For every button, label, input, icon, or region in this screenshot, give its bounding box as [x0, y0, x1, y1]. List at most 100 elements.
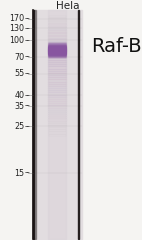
Bar: [48, 15, 66, 17]
Bar: [48, 82, 66, 84]
Bar: [48, 142, 66, 144]
Bar: [48, 54, 66, 55]
Bar: [48, 57, 66, 58]
Bar: [48, 56, 66, 57]
Bar: [48, 136, 66, 138]
Bar: [48, 112, 66, 114]
Bar: [48, 32, 66, 33]
Bar: [48, 118, 66, 120]
Bar: [48, 90, 66, 92]
Bar: [48, 46, 66, 47]
Text: 40: 40: [14, 91, 24, 100]
Bar: [48, 43, 66, 44]
Bar: [48, 51, 66, 52]
Bar: [48, 45, 66, 46]
Bar: [48, 36, 66, 38]
Bar: [48, 49, 66, 50]
Bar: [48, 114, 66, 116]
Bar: [48, 52, 66, 53]
Bar: [48, 44, 66, 45]
Bar: [48, 69, 66, 71]
Text: --: --: [25, 102, 31, 111]
Bar: [48, 86, 66, 88]
Bar: [78, 10, 79, 239]
Text: --: --: [25, 122, 31, 131]
Bar: [48, 123, 66, 125]
Text: 130: 130: [9, 24, 24, 33]
Bar: [34, 10, 82, 239]
Bar: [48, 131, 66, 133]
Bar: [48, 120, 66, 123]
Text: Hela: Hela: [56, 1, 79, 11]
Text: --: --: [25, 69, 31, 78]
Text: 35: 35: [14, 102, 24, 111]
Text: 55: 55: [14, 69, 24, 78]
Bar: [34, 10, 36, 239]
Bar: [48, 58, 66, 60]
Bar: [48, 26, 66, 27]
Bar: [48, 21, 66, 23]
Bar: [48, 42, 66, 43]
Bar: [48, 110, 66, 112]
Bar: [48, 27, 66, 29]
Bar: [48, 103, 66, 105]
Bar: [48, 84, 66, 86]
Bar: [48, 55, 66, 56]
Bar: [48, 99, 66, 101]
Bar: [48, 77, 66, 79]
Bar: [48, 101, 66, 103]
Bar: [48, 20, 66, 21]
Bar: [48, 38, 66, 39]
Text: 100: 100: [9, 36, 24, 45]
Bar: [48, 129, 66, 131]
Text: --: --: [25, 36, 31, 45]
Text: --: --: [25, 24, 31, 33]
Bar: [48, 138, 66, 140]
Text: 70: 70: [14, 53, 24, 62]
Bar: [48, 30, 66, 32]
Bar: [48, 41, 66, 42]
Bar: [48, 62, 66, 64]
Bar: [48, 33, 66, 35]
Bar: [48, 88, 66, 90]
Text: --: --: [25, 53, 31, 62]
Bar: [48, 127, 66, 129]
Text: --: --: [25, 14, 31, 23]
Text: --: --: [25, 91, 31, 100]
Bar: [48, 17, 66, 18]
Text: 15: 15: [14, 168, 24, 178]
Bar: [48, 133, 66, 136]
Bar: [48, 12, 66, 14]
Bar: [48, 10, 66, 239]
Text: 170: 170: [9, 14, 24, 23]
Bar: [48, 95, 66, 97]
Bar: [48, 105, 66, 108]
Bar: [48, 73, 66, 75]
Text: Raf-B: Raf-B: [91, 37, 141, 56]
Bar: [48, 35, 66, 36]
Text: --: --: [25, 168, 31, 178]
Bar: [48, 108, 66, 110]
Bar: [48, 23, 66, 24]
Bar: [48, 125, 66, 127]
Bar: [48, 66, 66, 69]
Bar: [48, 75, 66, 77]
Bar: [48, 116, 66, 118]
Bar: [48, 29, 66, 30]
Bar: [48, 79, 66, 82]
Bar: [48, 39, 66, 41]
Bar: [48, 24, 66, 26]
Bar: [48, 71, 66, 73]
Bar: [48, 92, 66, 95]
Bar: [48, 47, 66, 48]
Bar: [48, 53, 66, 54]
Bar: [48, 50, 66, 51]
Bar: [48, 48, 66, 49]
Text: 25: 25: [14, 122, 24, 131]
Bar: [48, 64, 66, 66]
Bar: [48, 60, 66, 62]
Bar: [48, 140, 66, 142]
Bar: [48, 18, 66, 20]
Bar: [48, 97, 66, 99]
Bar: [48, 14, 66, 15]
